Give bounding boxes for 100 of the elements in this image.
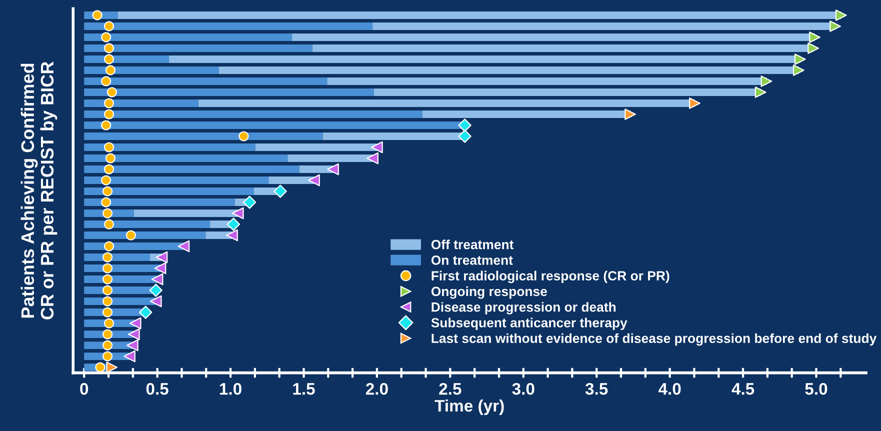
x-axis-title: Time (yr) xyxy=(434,399,504,415)
point xyxy=(458,130,472,143)
point xyxy=(102,263,113,274)
point xyxy=(102,329,113,340)
point xyxy=(126,230,136,240)
bar xyxy=(422,110,630,118)
point xyxy=(226,218,240,231)
x-tick-label: 1.0 xyxy=(220,382,242,395)
point xyxy=(835,10,847,21)
point xyxy=(104,43,114,54)
bar xyxy=(84,166,300,174)
x-tick-label: 3.0 xyxy=(512,382,534,395)
bar xyxy=(118,11,842,19)
point xyxy=(156,251,168,264)
point xyxy=(754,86,766,98)
bar xyxy=(169,55,800,63)
point xyxy=(809,32,820,43)
x-tick-label: 4.0 xyxy=(658,382,681,395)
legend-label: Ongoing response xyxy=(431,286,547,299)
point xyxy=(102,274,113,284)
point xyxy=(830,20,841,32)
point xyxy=(124,350,136,362)
bar xyxy=(84,188,254,196)
x-tick-label: 4.5 xyxy=(732,383,754,395)
point xyxy=(101,175,112,186)
bar xyxy=(84,220,210,228)
bar xyxy=(84,78,328,85)
legend-label: Last scan without evidence of disease progression before end of study xyxy=(432,333,877,346)
point xyxy=(106,362,118,373)
bar xyxy=(84,33,292,41)
point xyxy=(104,98,114,108)
point xyxy=(101,32,112,42)
point xyxy=(129,317,142,330)
legend-label: First radiological response (CR or PR) xyxy=(432,270,670,284)
point xyxy=(274,184,287,198)
bar xyxy=(218,66,799,74)
x-tick-label: 2.5 xyxy=(439,382,462,395)
point xyxy=(102,285,113,296)
bar xyxy=(84,88,374,96)
point xyxy=(101,76,112,86)
bar xyxy=(84,198,235,206)
point xyxy=(102,252,113,262)
point xyxy=(458,118,472,132)
point xyxy=(102,351,113,362)
bar xyxy=(312,44,814,52)
point xyxy=(102,340,113,350)
point xyxy=(104,109,114,120)
bar xyxy=(84,100,198,107)
point xyxy=(104,219,114,230)
bar xyxy=(84,132,323,140)
point xyxy=(104,164,114,174)
bar xyxy=(84,154,288,162)
bar xyxy=(372,22,836,30)
point xyxy=(101,120,112,130)
bar xyxy=(327,78,766,85)
point xyxy=(689,98,700,109)
bar xyxy=(268,176,314,184)
point xyxy=(794,54,806,65)
bar xyxy=(84,44,313,52)
point xyxy=(327,163,339,176)
x-tick-label: 1.5 xyxy=(293,383,315,395)
point xyxy=(308,174,320,186)
point xyxy=(760,76,772,87)
point xyxy=(178,240,190,252)
bar xyxy=(134,210,238,218)
legend-label: Off treatment xyxy=(431,240,514,250)
point xyxy=(92,10,102,20)
bar xyxy=(288,154,373,162)
point xyxy=(102,208,113,218)
point xyxy=(150,295,162,308)
x-tick-label: 5.0 xyxy=(805,382,828,395)
point xyxy=(128,328,140,340)
bar xyxy=(84,144,256,151)
point xyxy=(151,273,164,286)
point xyxy=(106,87,117,98)
bar xyxy=(198,100,695,107)
bar xyxy=(374,88,761,96)
point xyxy=(371,141,383,154)
point xyxy=(366,152,378,164)
point xyxy=(102,186,113,196)
point xyxy=(104,318,114,328)
point xyxy=(104,54,114,64)
legend-label: Subsequent anticancer therapy xyxy=(431,318,628,330)
y-axis-title: Patients Achieving Confirmed CR or PR per RECIST by BICR xyxy=(20,62,58,320)
bar xyxy=(299,166,334,174)
point xyxy=(95,362,106,372)
point xyxy=(138,306,152,319)
point xyxy=(105,65,116,76)
point xyxy=(104,142,114,152)
bar xyxy=(84,176,269,184)
point xyxy=(232,207,244,220)
point xyxy=(149,284,162,297)
bar xyxy=(255,144,377,151)
x-tick-label: 0.5 xyxy=(146,382,168,395)
point xyxy=(105,153,116,164)
bar xyxy=(84,232,206,240)
x-tick-label: 3.5 xyxy=(585,382,608,395)
point xyxy=(104,241,114,252)
bar xyxy=(84,66,219,74)
legend-label: On treatment xyxy=(431,256,513,265)
